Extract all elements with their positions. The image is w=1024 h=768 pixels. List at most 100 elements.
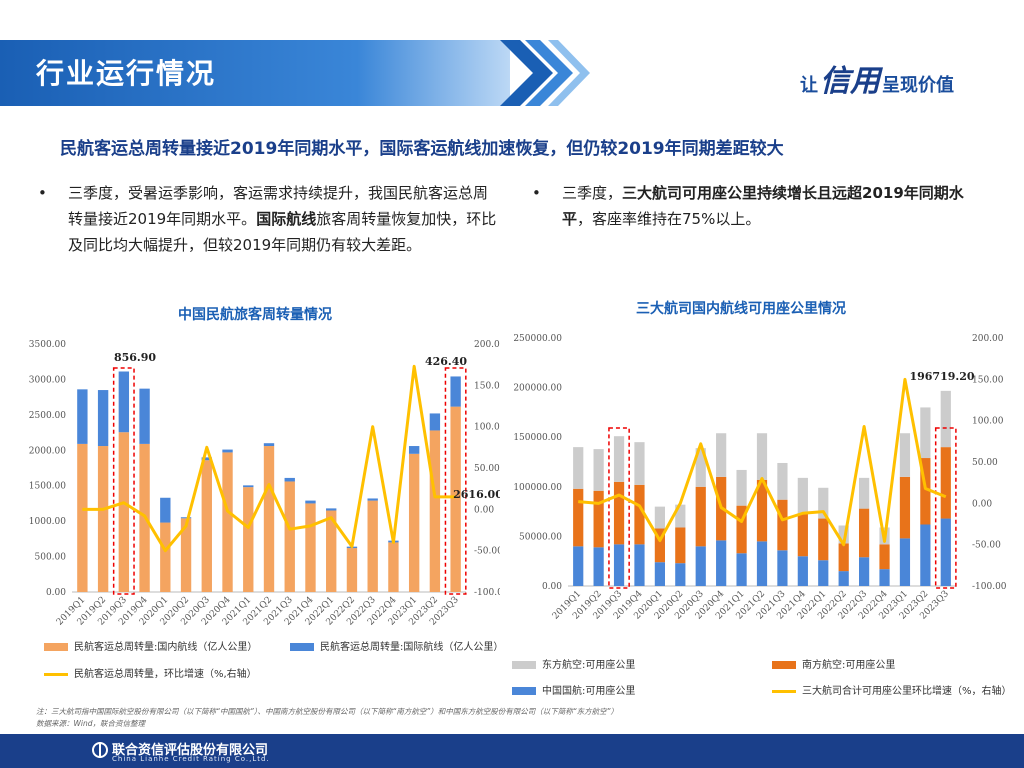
bar: [573, 447, 584, 489]
highlight-box: [112, 367, 135, 595]
bar: [716, 433, 727, 477]
legend-label: 东方航空:可用座公里: [542, 660, 636, 671]
chart2: 0.00 50000.00 100000.00 150000.00 200000.00 2…: [513, 334, 1006, 622]
legend-label: 民航客运总周转量，环比增速（%,右轴）: [74, 669, 257, 680]
bar: [756, 433, 768, 480]
chart2-legend-southern: 南方航空:可用座公里: [772, 656, 895, 671]
bar: [716, 540, 727, 586]
headline: 民航客运总周转量接近2019年同期水平，国际客运航线加速恢复，但仍较2019年同…: [60, 139, 784, 159]
bar: [243, 487, 254, 592]
y2-tick-label: 50.00: [474, 464, 500, 474]
chart1-title: 中国民航旅客周转量情况: [178, 307, 332, 323]
chart1-legend-domestic: 民航客运总周转量:国内航线（亿人公里）: [44, 638, 257, 653]
y-tick-label: 150000.00: [513, 433, 562, 443]
bar: [920, 407, 931, 459]
bar: [756, 541, 768, 586]
bar: [613, 481, 625, 545]
chart1-legend-intl: 民航客运总周转量:国际航线（亿人公里）: [290, 638, 503, 653]
bar: [777, 550, 788, 586]
bar: [920, 458, 931, 525]
bar: [634, 442, 645, 485]
footer-bar: [0, 734, 1024, 768]
legend-label: 民航客运总周转量:国际航线（亿人公里）: [320, 642, 504, 653]
slogan-prefix: 让: [800, 75, 818, 96]
y2-tick-label: -100.00: [474, 588, 500, 598]
legend-label: 南方航空:可用座公里: [802, 660, 896, 671]
bar: [797, 556, 808, 586]
bar: [899, 476, 911, 539]
company-name-en: China Lianhe Credit Rating Co.,Ltd.: [112, 755, 270, 763]
legend-swatch: [44, 672, 68, 676]
bar: [263, 443, 275, 447]
chart2-legend-eastern: 东方航空:可用座公里: [512, 656, 635, 671]
bar: [654, 528, 665, 563]
highlight-box: [444, 367, 467, 595]
chart1-legend-growth: 民航客运总周转量，环比增速（%,右轴）: [44, 665, 257, 680]
y2-tick-label: 0.00: [972, 499, 992, 509]
bar: [97, 446, 109, 592]
bar: [305, 500, 316, 504]
bar: [77, 443, 88, 592]
data-label: 856.90: [114, 351, 156, 364]
y2-tick-label: 200.00: [474, 340, 500, 350]
series-line: [578, 377, 947, 547]
legend-label: 民航客运总周转量:国内航线（亿人公里）: [74, 642, 258, 653]
bar: [408, 453, 420, 592]
bar: [346, 548, 358, 592]
slogan: 让信用 呈现价值: [800, 56, 954, 100]
y-tick-label: 250000.00: [513, 334, 562, 344]
y-tick-label: 500.00: [35, 553, 67, 563]
company-name: 联合资信评估股份有限公司: [112, 743, 269, 758]
bar: [305, 503, 316, 592]
bullet-left-bold: 国际航线: [256, 210, 317, 228]
bar: [695, 448, 706, 487]
company-logo-icon: [92, 742, 108, 758]
footnote-note: 注：三大航司指中国国际航空股份有限公司（以下简称“中国国航”）、中国南方航空股份…: [36, 707, 619, 716]
bar: [222, 452, 233, 592]
y2-tick-label: -50.00: [474, 547, 500, 557]
bullet-dot: •: [532, 184, 541, 202]
highlight-box: [934, 427, 957, 589]
bar: [695, 546, 706, 586]
bar: [118, 371, 130, 433]
bar: [756, 479, 768, 542]
bar: [675, 563, 686, 586]
bar: [263, 446, 275, 592]
slogan-big: 信用: [820, 64, 880, 99]
bullet-right-text-1: 三季度，: [562, 184, 623, 202]
slogan-suffix: 呈现价值: [882, 75, 954, 96]
bar: [899, 433, 911, 477]
bar: [675, 527, 686, 564]
bar: [367, 500, 378, 592]
y-tick-label: 2000.00: [29, 446, 66, 456]
bar: [243, 485, 254, 488]
bar: [736, 505, 747, 554]
bar: [367, 498, 378, 501]
bar: [675, 504, 686, 528]
bullet-left: • 三季度，受暑运季影响，客运需求持续提升，我国民航客运总周转量接近2019年同…: [38, 180, 498, 258]
bar: [613, 436, 625, 482]
bar: [797, 477, 808, 514]
bar: [593, 449, 604, 491]
bar: [573, 546, 584, 586]
bar: [77, 389, 88, 444]
page-title: 行业运行情况: [36, 57, 217, 90]
bar: [222, 449, 233, 453]
bar: [408, 446, 420, 454]
bar: [736, 469, 747, 506]
y-tick-label: 100000.00: [513, 483, 562, 493]
bar: [838, 525, 849, 544]
bar: [654, 562, 665, 586]
y2-tick-label: 50.00: [972, 458, 998, 468]
data-label: 2616.00: [453, 488, 500, 501]
bar: [940, 447, 951, 519]
bar: [859, 557, 870, 586]
y2-tick-label: 200.00: [972, 334, 1004, 344]
bar: [118, 432, 130, 592]
bar: [388, 542, 399, 592]
chart2-legend-growth: 三大航司合计可用座公里环比增速（%，右轴）: [772, 682, 1012, 697]
bar: [940, 518, 951, 586]
bar: [284, 481, 295, 592]
legend-label: 三大航司合计可用座公里环比增速（%，右轴）: [802, 686, 1012, 697]
bar: [573, 488, 584, 547]
